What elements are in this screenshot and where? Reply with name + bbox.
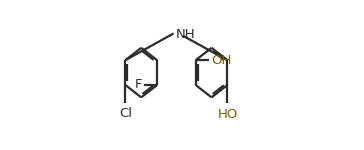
Text: F: F [134,78,142,92]
Text: NH: NH [175,28,195,41]
Text: Cl: Cl [119,107,132,120]
Text: OH: OH [211,54,231,67]
Text: HO: HO [217,108,238,121]
